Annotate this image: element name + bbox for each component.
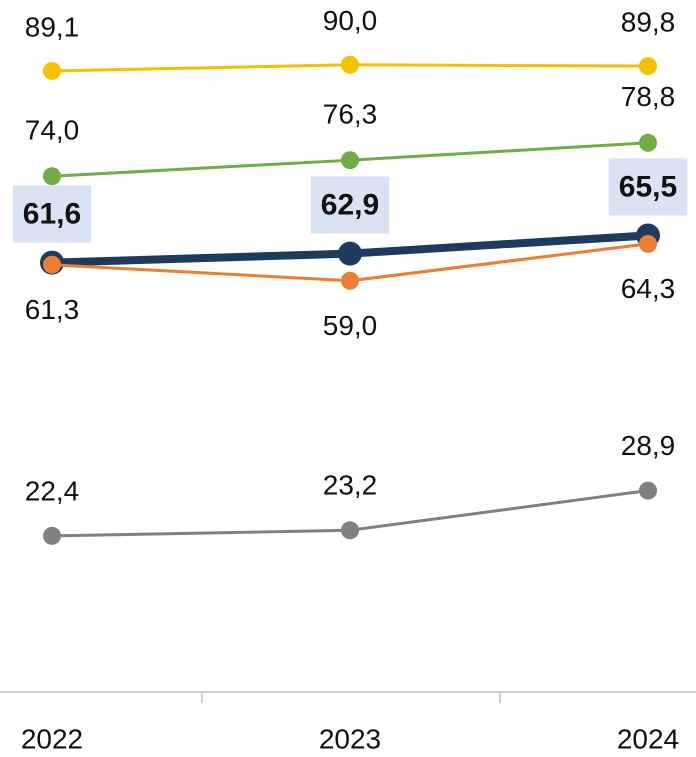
data-point	[639, 57, 657, 76]
data-label: 89,8	[621, 6, 676, 37]
data-label: 23,2	[323, 470, 378, 501]
data-label: 65,5	[619, 170, 677, 203]
data-point	[43, 167, 61, 186]
data-label: 22,4	[25, 475, 80, 506]
data-point	[341, 521, 359, 540]
data-label: 76,3	[323, 99, 378, 130]
data-label: 61,6	[23, 198, 81, 231]
data-label-background	[12, 185, 92, 243]
data-point	[639, 133, 657, 152]
x-tick-label: 2023	[319, 723, 381, 754]
data-point	[341, 271, 359, 290]
data-point	[338, 241, 362, 266]
data-point	[43, 255, 61, 274]
data-point	[43, 61, 61, 80]
data-label: 78,8	[621, 81, 676, 112]
data-label-background	[608, 158, 688, 216]
data-label: 89,1	[25, 11, 80, 42]
data-point	[43, 526, 61, 545]
data-point	[639, 234, 657, 253]
data-label: 59,0	[323, 310, 378, 341]
data-label: 61,3	[25, 294, 80, 325]
data-label: 90,0	[323, 5, 378, 36]
data-point	[639, 481, 657, 500]
x-tick-label: 2024	[617, 723, 679, 754]
data-label: 74,0	[25, 115, 80, 146]
data-point	[341, 151, 359, 170]
data-label: 28,9	[621, 430, 676, 461]
x-tick-label: 2022	[21, 723, 83, 754]
data-label: 64,3	[621, 273, 676, 304]
data-label: 62,9	[321, 189, 379, 222]
data-point	[341, 55, 359, 74]
data-label-background	[310, 176, 390, 234]
